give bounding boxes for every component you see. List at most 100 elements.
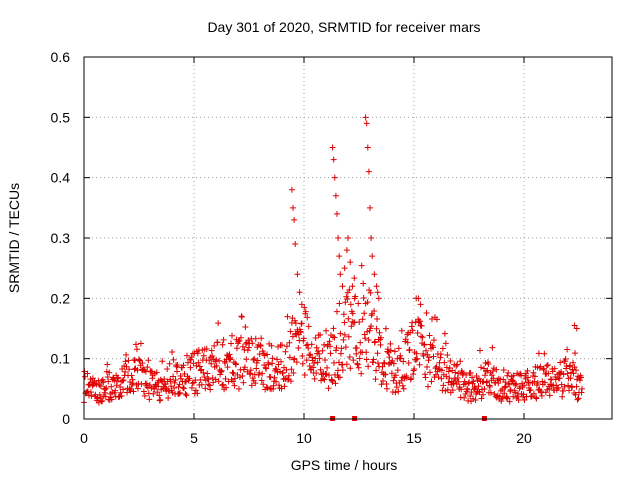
data-point [344,289,351,296]
data-point [455,378,462,385]
data-point [541,350,548,357]
data-point [414,355,421,362]
data-point [84,370,91,377]
data-point [446,375,453,382]
data-point [313,369,320,376]
data-point [462,380,469,387]
data-point [435,374,442,381]
data-point [534,379,541,386]
data-point [469,374,476,381]
data-point [209,352,216,359]
data-point [193,362,200,369]
data-point [538,392,545,399]
data-point [421,341,428,348]
data-point [373,367,380,374]
data-point [347,259,354,266]
data-point [180,362,187,369]
data-point [356,319,363,326]
data-point [377,341,384,348]
data-point [336,300,343,307]
data-point [387,347,394,354]
data-point [418,322,425,329]
x-tick-label: 15 [406,430,422,446]
data-point [141,367,148,374]
data-point [223,384,230,391]
data-point [399,382,406,389]
data-point [196,363,203,370]
data-point [478,395,485,402]
data-point [292,320,299,327]
data-point [489,368,496,375]
data-point [213,356,220,363]
data-point [169,348,176,355]
x-tick-label: 10 [296,430,312,446]
data-point [362,114,369,121]
data-point [102,386,109,393]
data-point [281,383,288,390]
data-point [295,344,302,351]
data-point [106,369,113,376]
data-point [322,357,329,364]
data-point [540,366,547,373]
data-point [317,366,324,373]
data-point [445,368,452,375]
data-point [367,289,374,296]
data-point [273,378,280,385]
data-point [215,320,222,327]
data-point [364,299,371,306]
data-point [197,376,204,383]
data-point [267,374,274,381]
data-point [344,295,351,302]
data-point [503,393,510,400]
data-point [552,376,559,383]
data-point [370,356,377,363]
data-point [460,381,467,388]
data-point [206,357,213,364]
data-point [423,310,430,317]
data-point [292,241,299,248]
data-point [355,364,362,371]
data-point [229,369,236,376]
data-point [366,287,373,294]
data-point [279,369,286,376]
data-point [156,392,163,399]
data-point [319,347,326,354]
data-point [362,335,369,342]
data-point [205,376,212,383]
data-point [543,362,550,369]
data-point [321,376,328,383]
data-point [360,280,367,287]
data-point [430,337,437,344]
data-point [372,376,379,383]
data-point [122,358,129,365]
data-point [263,365,270,372]
data-point [342,299,349,306]
data-point [154,389,161,396]
data-point [359,316,366,323]
data-point [474,377,481,384]
data-point [506,398,513,405]
data-point [572,391,579,398]
data-point [482,368,489,375]
data-point [279,342,285,349]
data-point [326,372,333,379]
data-point [93,381,100,388]
data-point [96,381,103,388]
data-point [346,286,353,293]
data-point [254,357,261,364]
data-point [120,377,127,384]
data-point [282,348,289,355]
data-point [560,387,567,394]
data-point [426,332,433,339]
data-point [406,346,413,353]
data-point [569,384,576,391]
data-point [419,334,426,341]
data-point [413,350,420,357]
data-point [133,346,140,353]
data-point [150,390,157,397]
data-point [310,364,317,371]
data-point [355,300,362,307]
data-point [363,356,370,363]
data-point [103,385,110,392]
data-point [241,364,248,371]
